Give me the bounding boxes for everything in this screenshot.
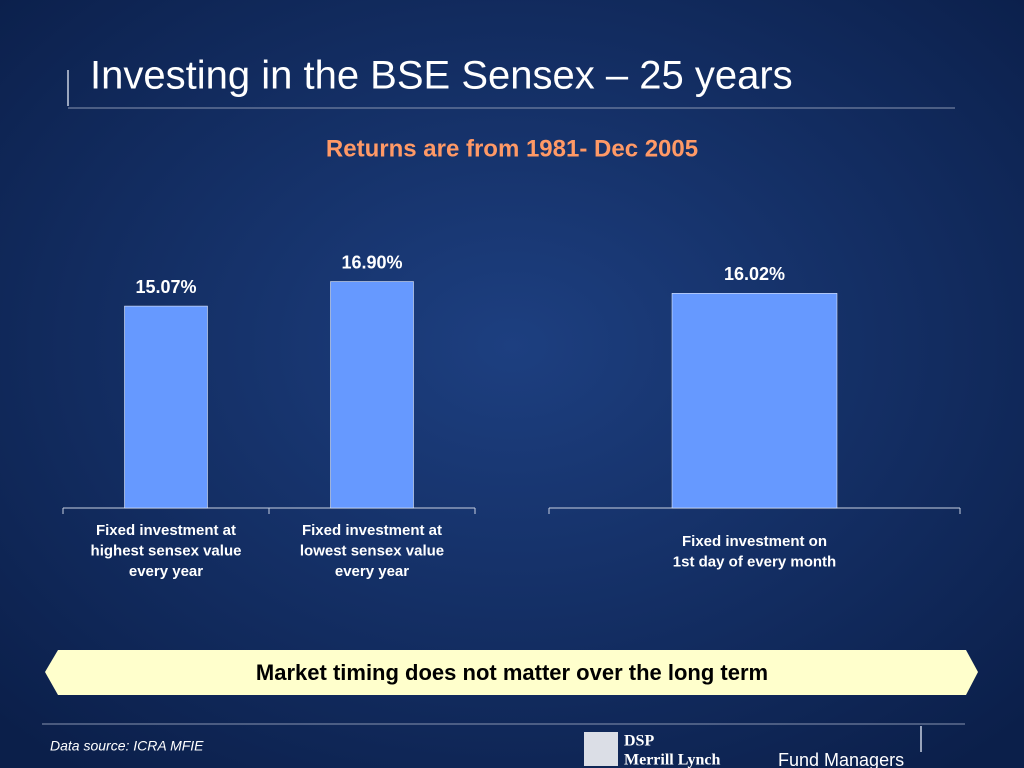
category-label: highest sensex value — [91, 542, 242, 559]
value-label: 16.90% — [341, 252, 402, 272]
banner-text: Market timing does not matter over the l… — [256, 660, 768, 685]
category-label: lowest sensex value — [300, 542, 444, 559]
category-label: Fixed investment at — [96, 522, 236, 539]
category-label: every year — [129, 563, 203, 580]
category-label: every year — [335, 563, 409, 580]
bar — [330, 281, 414, 509]
bar — [124, 305, 208, 509]
logo-dsp: DSP — [624, 733, 654, 750]
value-label: 15.07% — [135, 277, 196, 297]
title: Investing in the BSE Sensex – 25 years — [90, 54, 793, 98]
value-label: 16.02% — [724, 264, 785, 284]
logo-bull — [584, 732, 618, 766]
bar — [671, 293, 838, 509]
logo-fm: Fund Managers — [778, 750, 904, 768]
category-label: 1st day of every month — [673, 553, 836, 570]
data-source: Data source: ICRA MFIE — [50, 738, 204, 754]
category-label: Fixed investment on — [682, 533, 827, 550]
logo-ml: Merrill Lynch — [624, 752, 721, 768]
subtitle: Returns are from 1981- Dec 2005 — [326, 135, 698, 162]
category-label: Fixed investment at — [302, 522, 442, 539]
banner-shape — [45, 650, 978, 695]
